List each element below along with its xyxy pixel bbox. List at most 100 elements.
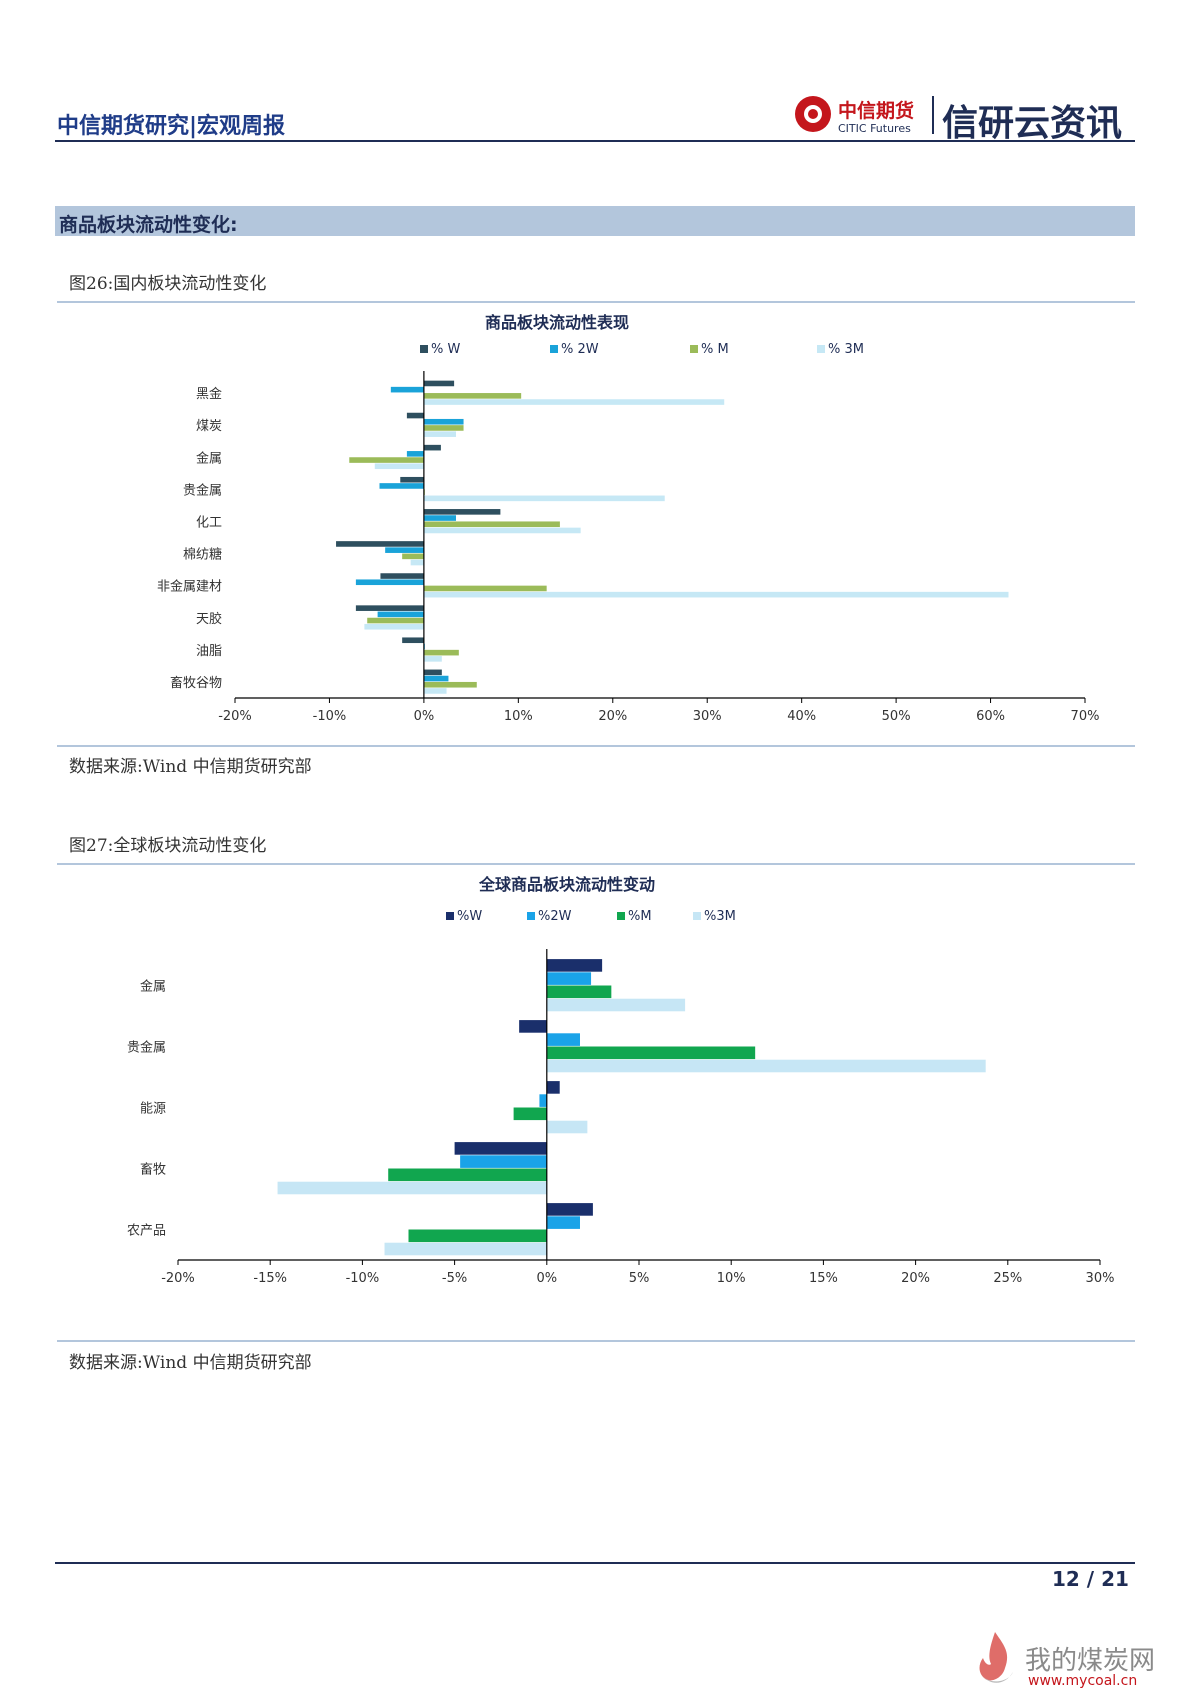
category-label: 能源 xyxy=(140,1102,166,1117)
bar xyxy=(400,476,424,483)
bar xyxy=(379,483,424,489)
x-tick-label: 10% xyxy=(717,1271,746,1286)
bar xyxy=(423,521,560,528)
category-label: 煤炭 xyxy=(196,419,222,434)
legend-swatch xyxy=(446,912,454,920)
x-tick-label: 5% xyxy=(629,1271,650,1286)
section-banner xyxy=(55,206,1135,236)
brand-name-en: CITIC Futures xyxy=(838,122,911,135)
legend-swatch xyxy=(550,345,558,353)
bar xyxy=(460,1155,547,1168)
bar xyxy=(423,675,449,682)
category-label: 金属 xyxy=(140,979,166,995)
chart2-title: 全球商品板块流动性变动 xyxy=(478,875,655,894)
x-tick-label: -5% xyxy=(442,1271,467,1286)
bar xyxy=(519,1020,547,1033)
bar xyxy=(423,431,456,437)
bar xyxy=(423,495,665,502)
bar xyxy=(423,591,1009,598)
category-label: 金属 xyxy=(196,450,222,466)
brand-separator xyxy=(932,96,934,134)
bar xyxy=(423,681,477,688)
bar xyxy=(546,972,592,985)
brand-slogan: 信研云资讯 xyxy=(942,102,1123,144)
chart1-title: 商品板块流动性表现 xyxy=(484,313,629,332)
legend-label: % W xyxy=(431,342,460,357)
x-tick-label: 0% xyxy=(536,1271,557,1286)
figure-27-label: 图27:全球板块流动性变化 xyxy=(69,836,267,856)
bar xyxy=(402,553,424,560)
x-tick-label: 60% xyxy=(976,709,1005,724)
bar xyxy=(546,959,603,972)
legend-label: %M xyxy=(628,909,652,924)
bar xyxy=(546,1120,588,1134)
legend-label: % M xyxy=(701,342,729,357)
x-tick-label: 40% xyxy=(787,709,816,724)
bar xyxy=(406,451,424,457)
section-title: 商品板块流动性变化: xyxy=(59,214,238,236)
bar xyxy=(546,1046,756,1060)
bar xyxy=(367,617,424,624)
x-tick-label: 30% xyxy=(693,709,722,724)
x-tick-label: 15% xyxy=(809,1271,838,1286)
bar xyxy=(364,623,424,630)
legend-swatch xyxy=(693,912,701,920)
bar xyxy=(349,457,424,463)
bar xyxy=(423,393,522,399)
legend-label: %3M xyxy=(704,909,736,924)
x-tick-label: 30% xyxy=(1086,1271,1115,1286)
bar xyxy=(355,579,424,586)
bar xyxy=(423,509,501,515)
bar xyxy=(374,463,424,470)
x-tick-label: 20% xyxy=(598,709,627,724)
bar xyxy=(385,547,424,553)
bar xyxy=(423,515,456,521)
legend-label: % 3M xyxy=(828,342,864,357)
category-label: 天胶 xyxy=(196,611,222,627)
citic-logo-icon xyxy=(795,96,831,132)
x-tick-label: -10% xyxy=(313,709,347,724)
bar xyxy=(410,559,424,566)
x-tick-label: 50% xyxy=(882,709,911,724)
bar xyxy=(546,1203,593,1216)
bar xyxy=(423,656,442,662)
flame-icon xyxy=(979,1632,1013,1683)
bar xyxy=(384,1242,547,1256)
bar xyxy=(380,573,424,579)
x-tick-label: 10% xyxy=(504,709,533,724)
category-label: 农产品 xyxy=(127,1224,166,1239)
figure-26-top-rule xyxy=(57,301,1135,303)
legend-label: % 2W xyxy=(561,342,599,357)
brand-name-cn: 中信期货 xyxy=(838,100,915,122)
bar xyxy=(546,998,686,1012)
x-tick-label: 20% xyxy=(901,1271,930,1286)
bar xyxy=(423,425,464,431)
bar xyxy=(277,1181,547,1195)
bar xyxy=(423,418,464,425)
page-number: 12 / 21 xyxy=(1052,1567,1129,1591)
figure-26-bottom-rule xyxy=(57,745,1135,747)
category-label: 油脂 xyxy=(196,644,222,659)
bar xyxy=(423,399,725,405)
bar xyxy=(377,611,424,618)
x-tick-label: -20% xyxy=(161,1271,195,1286)
legend-swatch xyxy=(420,345,428,353)
x-tick-label: -10% xyxy=(346,1271,380,1286)
bar xyxy=(423,688,447,694)
bar xyxy=(336,541,424,547)
category-label: 贵金属 xyxy=(183,482,222,498)
figure-26-label: 图26:国内板块流动性变化 xyxy=(69,274,267,294)
footer-divider xyxy=(55,1562,1135,1564)
legend-label: %W xyxy=(457,909,482,924)
bar xyxy=(406,412,424,419)
category-label: 化工 xyxy=(196,515,222,530)
bar xyxy=(423,649,459,656)
x-tick-label: -20% xyxy=(218,709,252,724)
bar xyxy=(546,1216,580,1229)
figure-27-bottom-rule xyxy=(57,1340,1135,1342)
figure-27-top-rule xyxy=(57,863,1135,865)
category-label: 黑金 xyxy=(196,386,222,402)
bar xyxy=(388,1168,547,1182)
report-title: 中信期货研究|宏观周报 xyxy=(57,114,286,139)
